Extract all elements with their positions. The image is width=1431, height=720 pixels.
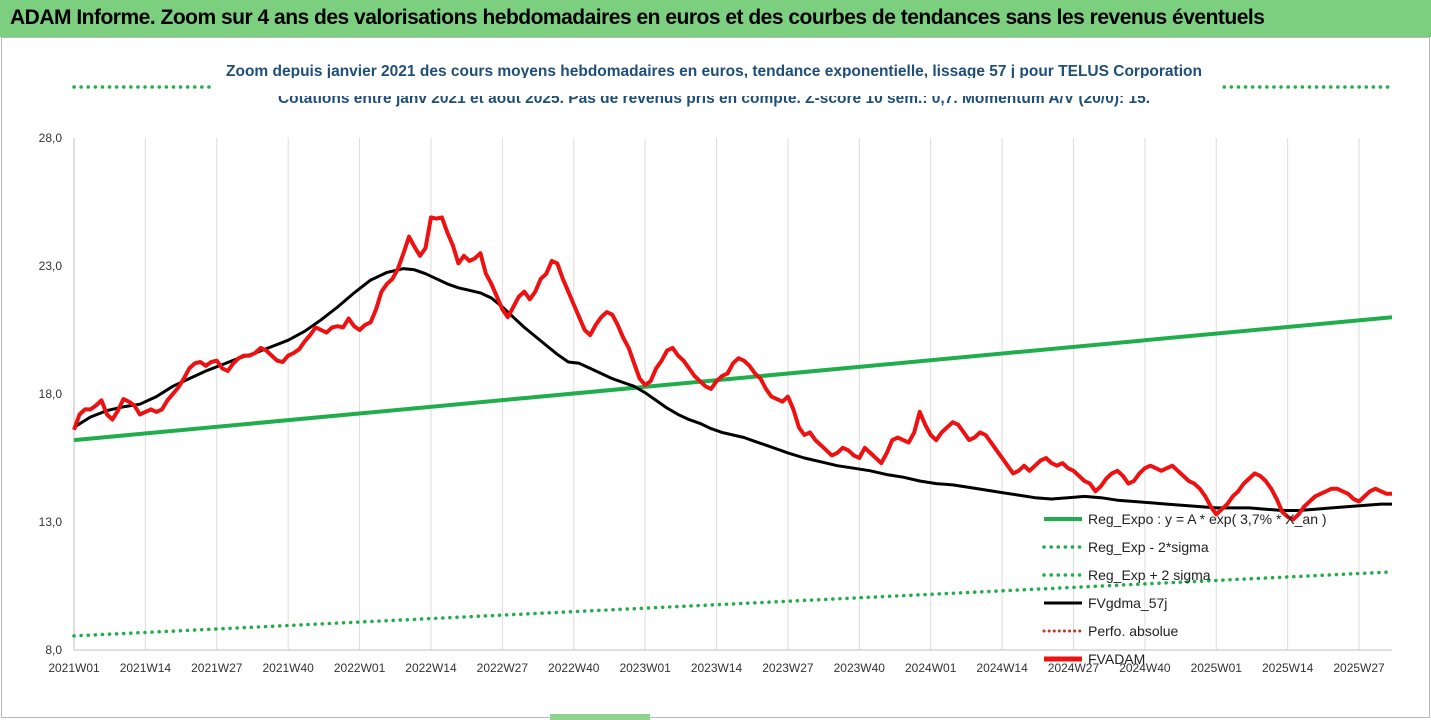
page-title: ADAM Informe. Zoom sur 4 ans des valoris… xyxy=(10,6,1265,29)
x-tick-label: 2022W14 xyxy=(405,661,457,675)
chart-frame: Zoom depuis janvier 2021 des cours moyen… xyxy=(1,37,1430,718)
x-tick-label: 2021W14 xyxy=(120,661,172,675)
x-tick-label: 2025W14 xyxy=(1262,661,1314,675)
header-bar: ADAM Informe. Zoom sur 4 ans des valoris… xyxy=(0,0,1431,37)
legend-label-reg: Reg_Expo : y = A * exp( 3,7% * X_an ) xyxy=(1088,511,1327,527)
series-line-fvgdma xyxy=(73,267,1392,512)
x-tick-label: 2022W40 xyxy=(548,661,600,675)
x-tick-label: 2021W40 xyxy=(262,661,314,675)
x-tick-label: 2024W27 xyxy=(1048,661,1100,675)
y-tick-label: 8,0 xyxy=(45,643,62,657)
x-tick-label: 2021W27 xyxy=(191,661,243,675)
x-tick-label: 2023W27 xyxy=(762,661,814,675)
series-line-fvadam xyxy=(72,215,1392,522)
y-tick-label: 28,0 xyxy=(39,131,63,145)
x-tick-label: 2025W27 xyxy=(1333,661,1385,675)
legend-label-reg_minus: Reg_Exp - 2*sigma xyxy=(1088,539,1209,555)
x-tick-label: 2021W01 xyxy=(48,661,100,675)
chart-title: Zoom depuis janvier 2021 des cours moyen… xyxy=(226,63,1202,80)
series-line-reg_minus xyxy=(72,570,1394,638)
legend-label-fvgdma: FVgdma_57j xyxy=(1088,595,1167,611)
chart: Zoom depuis janvier 2021 des cours moyen… xyxy=(39,63,1394,675)
y-tick-label: 13,0 xyxy=(39,515,63,529)
series-line-reg xyxy=(73,315,1393,443)
x-tick-label: 2023W14 xyxy=(691,661,743,675)
y-tick-label: 23,0 xyxy=(39,259,63,273)
x-tick-label: 2022W27 xyxy=(477,661,529,675)
x-tick-label: 2024W40 xyxy=(1119,661,1171,675)
title-mask xyxy=(212,78,1222,96)
x-tick-label: 2024W01 xyxy=(905,661,957,675)
x-tick-label: 2023W01 xyxy=(619,661,671,675)
x-tick-label: 2022W01 xyxy=(334,661,386,675)
legend-label-fvadam: FVADAM xyxy=(1088,651,1145,667)
y-tick-label: 18,0 xyxy=(39,387,63,401)
legend-label-perfo: Perfo. absolue xyxy=(1088,623,1178,639)
x-tick-label: 2024W14 xyxy=(976,661,1028,675)
legend-label-reg_plus: Reg_Exp + 2 sigma xyxy=(1088,567,1211,583)
bottom-tab-strip xyxy=(550,714,650,720)
x-tick-label: 2023W40 xyxy=(834,661,886,675)
x-tick-label: 2025W01 xyxy=(1191,661,1243,675)
